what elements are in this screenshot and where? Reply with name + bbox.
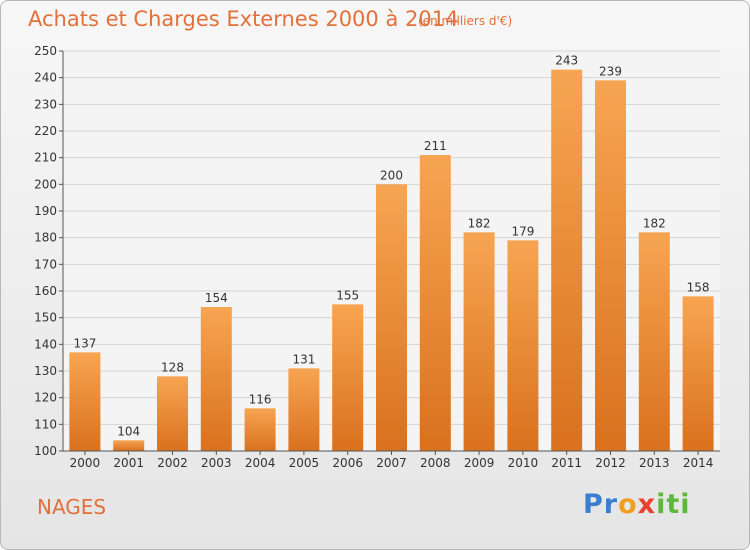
data-label-2014: 158 [687, 280, 710, 294]
x-tick-label-2000: 2000 [70, 456, 101, 470]
bar-2010 [507, 240, 539, 451]
x-tick-label-2003: 2003 [201, 456, 232, 470]
label-layer: 137 104 128 154 116 131 155 200 211 182 179 243 239 1… [73, 54, 709, 439]
chart-unit: (en milliers d'€) [418, 14, 513, 28]
data-label-2012: 239 [599, 64, 622, 78]
x-tick-label-2011: 2011 [551, 456, 582, 470]
x-tick-label-2004: 2004 [245, 456, 276, 470]
bar-layer [69, 69, 714, 452]
bar-2011 [551, 69, 583, 452]
bar-2012 [595, 80, 626, 451]
commune-name: NAGES [37, 495, 107, 519]
bar-2003 [200, 307, 232, 451]
bar-2006 [332, 304, 364, 451]
data-label-2000: 137 [73, 336, 96, 350]
bar-2008 [419, 155, 451, 451]
y-tick-label: 130 [34, 364, 57, 378]
y-tick-label: 140 [34, 337, 57, 351]
y-tick-label: 240 [34, 71, 57, 85]
bar-2007 [376, 184, 407, 452]
y-tick-label: 160 [34, 284, 57, 298]
chart-title: Achats et Charges Externes 2000 à 2014 [28, 7, 459, 31]
data-label-2013: 182 [643, 216, 666, 230]
data-label-2004: 116 [249, 392, 272, 406]
y-tick-label: 220 [34, 124, 57, 138]
y-tick-label: 200 [34, 177, 57, 191]
data-label-2005: 131 [292, 352, 315, 366]
x-tick-label-2008: 2008 [420, 456, 451, 470]
bar-2000 [69, 352, 101, 451]
data-label-2008: 211 [424, 139, 447, 153]
x-tick-label-2013: 2013 [639, 456, 670, 470]
y-tick-label: 210 [34, 151, 57, 165]
x-tick-label-2012: 2012 [595, 456, 626, 470]
bar-2013 [638, 232, 670, 451]
data-label-2001: 104 [117, 424, 140, 438]
x-tick-label-2006: 2006 [332, 456, 363, 470]
y-tick-label: 230 [34, 97, 57, 111]
y-tick-label: 190 [34, 204, 57, 218]
y-tick-label: 170 [34, 257, 57, 271]
bar-2004 [244, 408, 276, 451]
y-tick-label: 120 [34, 391, 57, 405]
data-label-2011: 243 [555, 54, 578, 68]
data-label-2003: 154 [205, 291, 228, 305]
axis-layer: 100 110 120 130 140 150 160 170 180 190 200 210 220 2… [34, 44, 720, 470]
data-label-2009: 182 [468, 216, 491, 230]
x-tick-label-2001: 2001 [113, 456, 144, 470]
x-tick-label-2002: 2002 [157, 456, 188, 470]
data-label-2007: 200 [380, 168, 403, 182]
y-tick-label: 150 [34, 311, 57, 325]
x-tick-label-2005: 2005 [289, 456, 320, 470]
y-tick-label: 250 [34, 44, 57, 58]
y-tick-label: 180 [34, 231, 57, 245]
y-tick-label: 110 [34, 417, 57, 431]
x-tick-label-2009: 2009 [464, 456, 495, 470]
bar-2014 [682, 296, 714, 451]
proxiti-logo[interactable]: Proxiti [583, 489, 691, 520]
data-label-2006: 155 [336, 288, 359, 302]
bar-2001 [113, 440, 145, 451]
x-tick-label-2007: 2007 [376, 456, 407, 470]
data-label-2002: 128 [161, 360, 184, 374]
bar-2005 [288, 368, 320, 451]
x-tick-label-2014: 2014 [683, 456, 714, 470]
bar-2009 [463, 232, 495, 451]
x-tick-label-2010: 2010 [508, 456, 539, 470]
bar-2002 [157, 376, 188, 451]
data-label-2010: 179 [511, 224, 534, 238]
y-tick-label: 100 [34, 444, 57, 458]
